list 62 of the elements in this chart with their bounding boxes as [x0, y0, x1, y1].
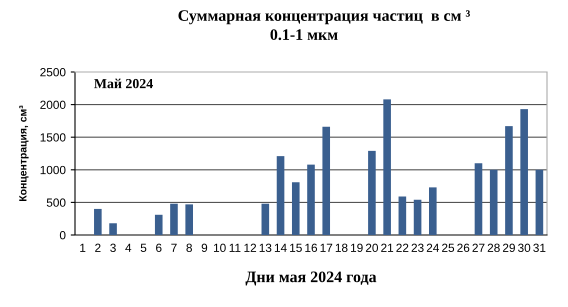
x-axis-title: Дни мая 2024 года [246, 271, 376, 286]
x-tick-label: 16 [305, 244, 318, 252]
x-tick-label: 21 [381, 244, 394, 252]
x-tick-label: 28 [488, 244, 500, 252]
bar [474, 163, 482, 235]
x-tick-label: 11 [230, 244, 240, 252]
bar [490, 170, 498, 235]
bar [383, 99, 391, 235]
bar [109, 223, 117, 235]
bar [262, 204, 270, 235]
x-tick-label: 29 [502, 244, 515, 252]
x-tick-label: 19 [351, 244, 363, 252]
x-tick-label: 30 [518, 244, 530, 252]
bar [94, 208, 102, 235]
x-tick-label: 4 [125, 244, 132, 252]
x-tick-label: 5 [140, 244, 146, 252]
x-tick-label: 12 [244, 244, 256, 252]
bar [185, 204, 193, 235]
chart-subtitle: 0.1-1 мкм [270, 29, 338, 40]
bar [322, 126, 330, 235]
y-tick-label: 500 [46, 198, 66, 207]
x-tick-label: 25 [442, 244, 454, 252]
y-tick-label: 1500 [40, 133, 66, 142]
bar [536, 170, 544, 235]
bar [368, 150, 376, 235]
x-tick-label: 23 [412, 244, 424, 252]
x-tick-label: 6 [156, 244, 162, 252]
bar [170, 204, 178, 235]
y-tick-label: 2000 [40, 100, 66, 109]
bar [276, 156, 284, 235]
y-tick-label: 2500 [40, 68, 66, 76]
y-tick-label: 1000 [40, 166, 66, 174]
x-tick-label: 20 [366, 244, 378, 252]
y-tick-label: 0 [60, 231, 66, 240]
x-tick-label: 31 [533, 244, 546, 252]
annotation: Май 2024 [94, 78, 153, 88]
x-tick-label: 2 [95, 244, 101, 252]
x-tick-label: 27 [472, 244, 484, 252]
x-tick-label: 24 [426, 244, 440, 252]
x-tick-label: 18 [336, 244, 348, 252]
bar [414, 200, 422, 235]
bar [292, 182, 300, 235]
x-tick-label: 14 [274, 244, 287, 252]
x-tick-label: 26 [457, 244, 470, 252]
bar [505, 126, 513, 235]
x-tick-label: 15 [290, 244, 302, 252]
bar [520, 109, 528, 235]
chart-title: Суммарная концентрация частиц в см ³ [178, 10, 470, 24]
y-axis-title: Концентрация, см³ [19, 106, 29, 201]
x-tick-label: 8 [186, 244, 192, 252]
x-tick-label: 1 [80, 244, 86, 252]
x-tick-label: 17 [320, 244, 332, 252]
bar [429, 187, 437, 235]
x-tick-label: 22 [396, 244, 408, 252]
bar [307, 164, 315, 235]
bar [154, 214, 163, 235]
x-tick-label: 10 [214, 244, 226, 252]
x-tick-label: 7 [171, 244, 177, 252]
x-tick-label: 9 [202, 244, 208, 252]
x-tick-label: 3 [110, 244, 116, 252]
x-tick-label: 13 [260, 244, 272, 252]
bar [398, 196, 406, 235]
